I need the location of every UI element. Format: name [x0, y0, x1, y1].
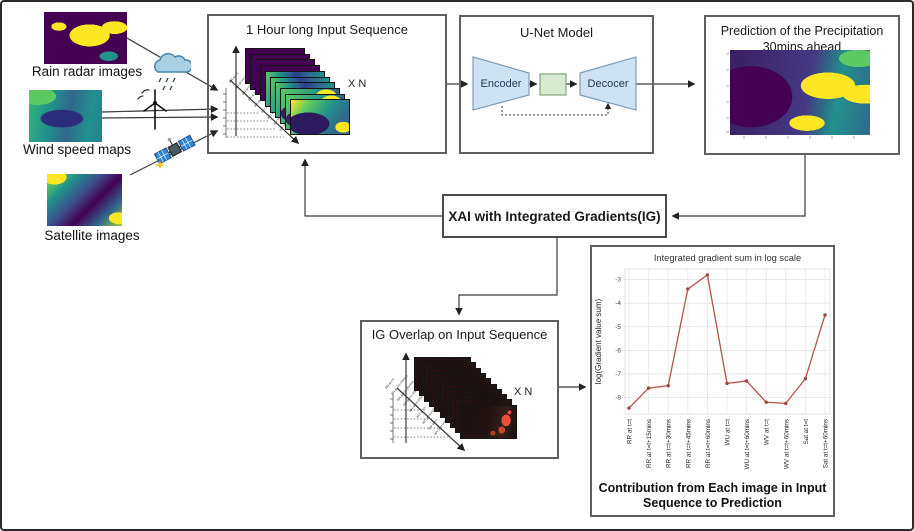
xai-title: XAI with Integrated Gradients(IG) — [448, 208, 661, 224]
input-sequence-box: 1 Hour long Input Sequence — [207, 14, 447, 154]
satellite-label: Satellite images — [44, 228, 140, 243]
input-sequence-title: 1 Hour long Input Sequence — [246, 22, 408, 37]
chart-caption: Contribution from Each image in Input Se… — [598, 481, 827, 511]
wind-speed-label: Wind speed maps — [22, 142, 132, 157]
svg-text:Sat at t=t+60mins: Sat at t=t+60mins — [823, 419, 830, 468]
decoder-shape — [579, 56, 637, 111]
svg-text:log(Gradient value sum): log(Gradient value sum) — [594, 298, 603, 384]
satellite-icon — [153, 134, 196, 169]
contribution-line-chart: -3 -4 -5 -6 -7 -8 RR at t=t RR at t=t+15mins RR … — [594, 253, 831, 469]
sequence-multiplier: X N — [348, 78, 367, 90]
bottleneck-shape — [539, 73, 567, 96]
ig-multiplier: X N — [514, 386, 533, 398]
stack-tile — [290, 99, 350, 136]
svg-text:-4: -4 — [615, 300, 621, 307]
svg-text:-6: -6 — [615, 347, 621, 354]
svg-text:WV at t=t: WV at t=t — [764, 419, 771, 445]
svg-text:RR at t=t+15mins: RR at t=t+15mins — [646, 419, 653, 468]
input-sequence-stack — [245, 48, 360, 140]
svg-text:-8: -8 — [615, 394, 621, 401]
unet-title: U-Net Model — [520, 25, 593, 40]
xai-box: XAI with Integrated Gradients(IG) — [442, 194, 667, 238]
svg-text:WU at t=t+60mins: WU at t=t+60mins — [744, 419, 751, 469]
prediction-image — [730, 50, 870, 135]
contribution-chart-box: -3 -4 -5 -6 -7 -8 RR at t=t RR at t=t+15mins RR … — [590, 245, 835, 517]
svg-text:WV at t=t+60mins: WV at t=t+60mins — [783, 419, 790, 469]
satellite-image — [47, 174, 122, 226]
ig-overlap-title: IG Overlap on Input Sequence — [371, 327, 548, 342]
svg-text:Integrated gradient sum in log: Integrated gradient sum in log scale — [654, 253, 801, 263]
prediction-axis-ticks — [726, 53, 855, 139]
stack-tile — [459, 404, 517, 439]
svg-text:RR at t=t: RR at t=t — [627, 419, 634, 444]
svg-text:-7: -7 — [615, 371, 621, 378]
wind-turbine-icon — [137, 89, 167, 130]
svg-text:-5: -5 — [615, 324, 621, 331]
svg-text:RR at t=t+45mins: RR at t=t+45mins — [685, 419, 692, 468]
rain-radar-label: Rain radar images — [31, 64, 143, 79]
svg-text:WU at t=t: WU at t=t — [725, 419, 732, 446]
svg-text:-3: -3 — [615, 277, 621, 284]
decoder-label: Decocer — [587, 78, 629, 90]
encoder-shape — [472, 56, 530, 111]
rain-cloud-icon — [154, 52, 191, 91]
ig-overlap-box: IG Overlap on Input Sequence — [360, 320, 559, 459]
wind-speed-image — [29, 90, 102, 142]
unet-skip-connection — [501, 102, 612, 116]
svg-text:RR at t=t+30mins: RR at t=t+30mins — [666, 419, 673, 468]
svg-text:Sat at t=t: Sat at t=t — [803, 419, 810, 445]
svg-text:RR at t=t+60mins: RR at t=t+60mins — [705, 419, 712, 468]
rain-radar-image — [44, 12, 127, 64]
ig-overlap-stack — [414, 357, 522, 447]
encoder-label: Encoder — [480, 78, 522, 90]
unet-box: U-Net Model — [459, 15, 654, 154]
